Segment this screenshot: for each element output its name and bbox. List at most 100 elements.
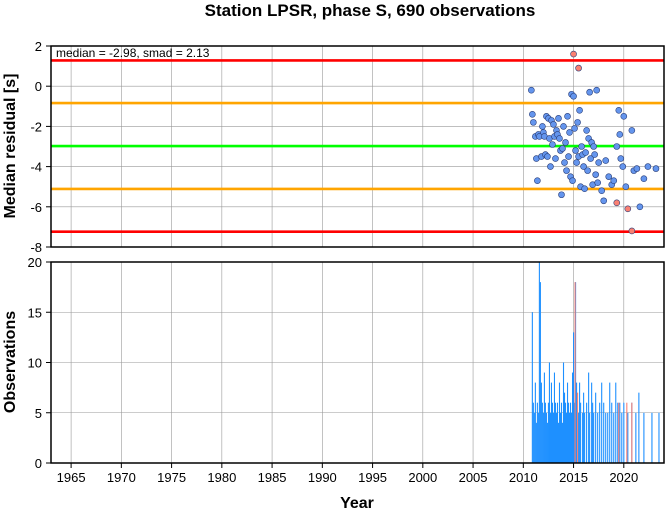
residual-point (573, 159, 580, 166)
residual-point (581, 185, 588, 193)
residual-point (591, 151, 598, 158)
year-x-axis-label: Year (340, 495, 374, 511)
year-tick-label: 1990 (308, 470, 337, 485)
observations-y-tick-label: 5 (35, 406, 42, 421)
residual-point (539, 123, 546, 130)
residual-panel: 2 0 -2 -4 -6 -8 median = -2.98, smad = 2.13 M… (2, 39, 665, 255)
residual-point (617, 155, 625, 162)
residual-point (615, 107, 623, 114)
year-tick-label: 1995 (358, 470, 387, 485)
residual-point (570, 92, 577, 100)
observations-y-tick-label: 10 (28, 356, 42, 371)
residual-plot-border (50, 45, 665, 248)
residual-y-tick-label: -8 (30, 240, 42, 255)
residual-point (563, 167, 570, 174)
residual-y-axis-label: Median residual [s] (2, 74, 19, 219)
residual-point (578, 143, 585, 150)
residual-point (547, 163, 554, 170)
observations-panel: 0 5 10 15 20 1965 1970 1975 1980 1985 1990 1995 200… (2, 255, 665, 511)
residual-point (570, 50, 577, 58)
residual-point (586, 88, 593, 96)
residual-point (610, 177, 618, 184)
residual-point (580, 163, 587, 170)
residual-point (582, 149, 589, 156)
residual-point (575, 64, 582, 72)
residual-point (556, 135, 563, 142)
residual-y-tick-label: 2 (35, 39, 42, 54)
residual-point (564, 113, 571, 120)
residual-point (592, 171, 599, 178)
residual-point (552, 155, 559, 162)
residual-point (534, 177, 541, 184)
year-tick-label: 1970 (107, 470, 136, 485)
observations-y-tick-label: 20 (28, 255, 42, 270)
residual-point (529, 111, 536, 118)
residual-point (565, 153, 572, 160)
observations-y-axis-label: Observations (2, 311, 19, 413)
residual-y-tick-label: 0 (35, 79, 42, 94)
residual-point (628, 227, 636, 235)
residual-y-tick-label: -6 (30, 200, 42, 215)
residual-point (593, 86, 600, 94)
residual-point (572, 147, 579, 154)
residual-points (528, 50, 660, 235)
year-tick-label: 2000 (408, 470, 437, 485)
residual-point (550, 121, 557, 128)
residual-point (566, 129, 573, 136)
residual-point (600, 197, 608, 205)
residual-point (562, 139, 569, 146)
residual-point (602, 157, 610, 164)
residual-point (544, 153, 551, 160)
residual-point (583, 127, 590, 134)
residual-point (616, 131, 624, 138)
year-tick-label: 1985 (258, 470, 287, 485)
residual-point (587, 155, 594, 162)
residual-point (558, 191, 565, 199)
residual-point (571, 125, 578, 132)
residual-point (561, 159, 568, 166)
year-tick-label: 1965 (57, 470, 86, 485)
year-tick-label: 2005 (459, 470, 488, 485)
residual-point (590, 143, 597, 150)
year-x-ticks: 1965 1970 1975 1980 1985 1990 1995 2000 2005 2010… (57, 463, 638, 485)
residual-point (624, 205, 632, 213)
residual-point (594, 179, 601, 186)
residual-point (549, 141, 556, 148)
median-smad-annotation: median = -2.98, smad = 2.13 (56, 46, 210, 60)
residual-point (559, 145, 566, 152)
residual-point (595, 159, 602, 166)
observations-y-ticks: 0 5 10 15 20 (28, 255, 51, 471)
residual-point (574, 119, 581, 126)
observations-bars (531, 262, 660, 463)
residual-y-tick-label: -4 (30, 160, 42, 175)
residual-point (652, 165, 660, 172)
year-tick-label: 2010 (509, 470, 538, 485)
chart-title: Station LPSR, phase S, 690 observations (205, 1, 536, 20)
residual-point (613, 199, 621, 207)
year-tick-label: 1975 (157, 470, 186, 485)
residual-point (576, 107, 583, 114)
year-tick-label: 1980 (207, 470, 236, 485)
residual-point (628, 127, 636, 134)
residual-point (622, 183, 630, 190)
residual-point (619, 163, 627, 170)
residual-point (569, 177, 576, 184)
year-tick-label: 2015 (559, 470, 588, 485)
residual-point (598, 187, 605, 195)
observations-y-tick-label: 15 (28, 305, 42, 320)
residual-point (584, 167, 591, 174)
residual-point (555, 115, 562, 122)
residual-point (640, 175, 648, 182)
observations-y-tick-label: 0 (35, 456, 42, 471)
residual-point (613, 143, 621, 150)
residual-point (560, 123, 567, 130)
residual-point (605, 173, 613, 180)
residual-point (644, 163, 652, 170)
residual-reference-lines (51, 59, 664, 234)
year-tick-label: 2020 (609, 470, 638, 485)
residual-y-ticks: 2 0 -2 -4 -6 -8 (30, 39, 51, 255)
residual-y-tick-label: -2 (30, 119, 42, 134)
residual-point (620, 113, 628, 120)
residual-point (530, 119, 537, 126)
